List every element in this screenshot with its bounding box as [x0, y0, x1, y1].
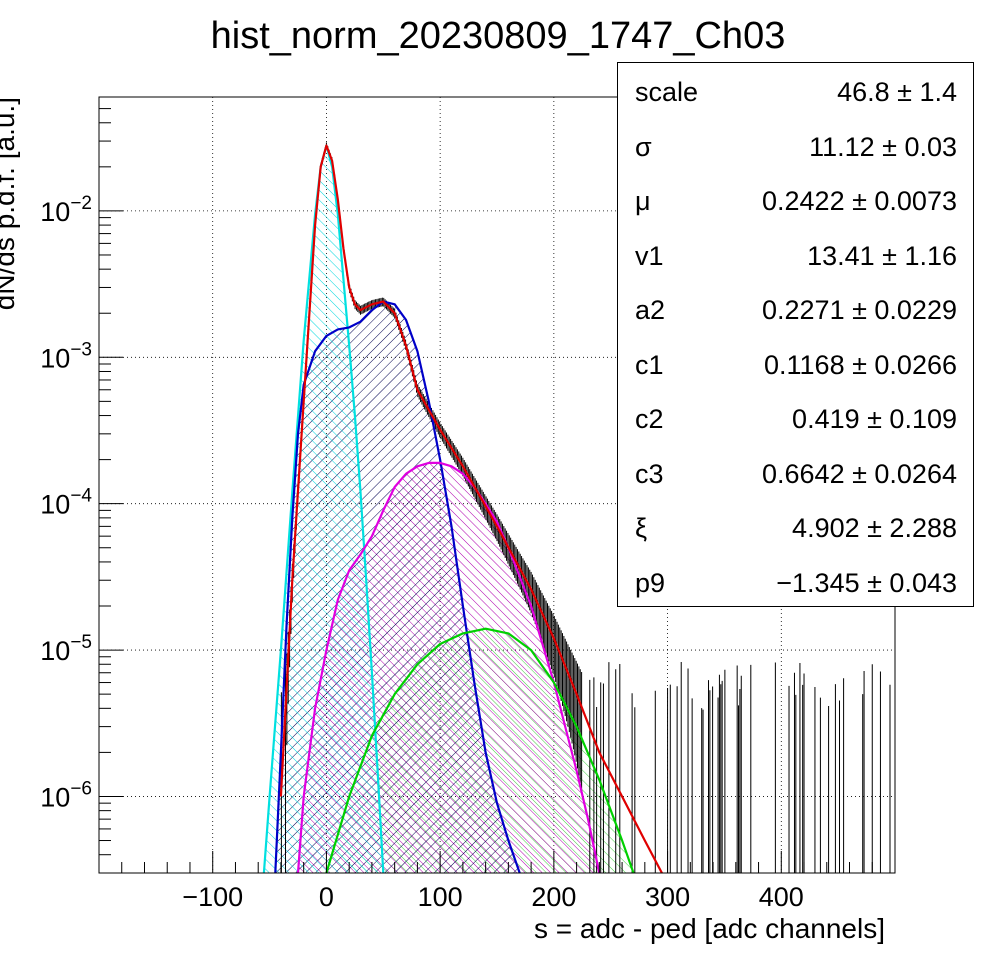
component-2-line	[296, 461, 601, 873]
stat-row: c1 0.1168 ± 0.0266	[618, 336, 973, 390]
stat-value: 0.1168 ± 0.0266	[764, 349, 957, 380]
x-axis: −100 0 100 200 300 400	[121, 851, 873, 912]
stat-name: v1	[635, 240, 664, 271]
stat-name: c1	[635, 349, 664, 380]
y-axis-label: dN/ds p.d.f. [a.u.]	[0, 97, 20, 310]
stat-value: 11.12 ± 0.03	[809, 131, 957, 162]
y-tick-label: 10−6	[40, 778, 92, 812]
chart-title: hist_norm_20230809_1747_Ch03	[211, 15, 786, 57]
stat-value: 0.2422 ± 0.0073	[762, 186, 957, 216]
fit-curves	[262, 144, 663, 873]
x-tick-label: 200	[531, 882, 576, 912]
stat-row: σ 11.12 ± 0.03	[618, 118, 973, 172]
stat-row: μ 0.2422 ± 0.0073	[618, 172, 973, 226]
stat-name: σ	[635, 131, 652, 162]
y-tick-label: 10−2	[40, 193, 92, 227]
y-axis: 10−6 10−5 10−4 10−3 10−2	[40, 96, 123, 874]
stat-name: a2	[635, 295, 666, 325]
stat-name: c3	[635, 458, 664, 489]
y-tick-label: 10−5	[40, 632, 92, 666]
x-axis-label: s = adc - ped [adc channels]	[534, 913, 885, 944]
stat-row: c3 0.6642 ± 0.0264	[618, 445, 973, 499]
stat-value: 4.902 ± 2.288	[792, 513, 957, 543]
stat-row: a2 0.2271 ± 0.0229	[618, 281, 973, 335]
stat-name: scale	[635, 77, 699, 107]
pedestal-fill	[263, 145, 384, 873]
stat-value: 0.419 ± 0.109	[792, 404, 957, 434]
stat-value: 46.8 ± 1.4	[837, 77, 957, 107]
stat-value: 13.41 ± 1.16	[807, 240, 957, 271]
total-fit-line	[279, 144, 663, 873]
stat-row: p9 −1.345 ± 0.043	[618, 554, 973, 608]
stat-name: ξ	[635, 513, 648, 543]
stat-value: 0.2271 ± 0.0229	[762, 295, 957, 325]
stat-name: p9	[635, 567, 666, 598]
x-tick-label: −100	[182, 882, 243, 912]
x-tick-label: 300	[645, 882, 690, 912]
stat-value: −1.345 ± 0.043	[776, 567, 957, 598]
stat-value: 0.6642 ± 0.0264	[762, 458, 957, 489]
fit-stats-box: scale 46.8 ± 1.4 σ 11.12 ± 0.03 μ 0.2422 ± 0.…	[617, 62, 974, 607]
stat-row: ξ 4.902 ± 2.288	[618, 499, 973, 553]
stat-name: c2	[635, 404, 664, 434]
stat-row: c2 0.419 ± 0.109	[618, 390, 973, 444]
component-3-line	[325, 627, 635, 873]
stat-row: v1 13.41 ± 1.16	[618, 227, 973, 281]
component-fills	[263, 145, 634, 873]
x-tick-label: 0	[319, 882, 334, 912]
x-tick-label: 400	[759, 882, 804, 912]
stat-row: scale 46.8 ± 1.4	[618, 63, 973, 117]
stat-name: μ	[635, 186, 651, 216]
y-tick-label: 10−3	[40, 339, 92, 373]
y-tick-label: 10−4	[40, 486, 92, 520]
x-tick-label: 100	[418, 882, 463, 912]
